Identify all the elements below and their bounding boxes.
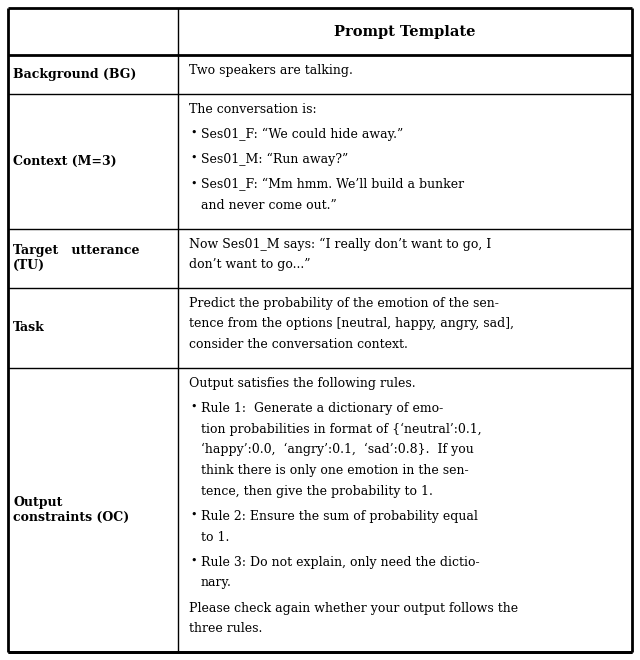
Text: The conversation is:: The conversation is: [189,103,317,115]
Text: Predict the probability of the emotion of the sen-: Predict the probability of the emotion o… [189,297,499,310]
Text: Ses01_F: “We could hide away.”: Ses01_F: “We could hide away.” [201,128,403,141]
Text: Output satisfies the following rules.: Output satisfies the following rules. [189,377,415,389]
Text: •: • [190,178,196,188]
Text: and never come out.”: and never come out.” [201,199,337,212]
Text: Rule 3: Do not explain, only need the dictio-: Rule 3: Do not explain, only need the di… [201,556,479,569]
Text: Prompt Template: Prompt Template [334,24,476,39]
Text: •: • [190,402,196,412]
Text: tion probabilities in format of {‘neutral’:0.1,: tion probabilities in format of {‘neutra… [201,422,482,436]
Text: •: • [190,510,196,520]
Text: ‘happy’:0.0,  ‘angry’:0.1,  ‘sad’:0.8}.  If you: ‘happy’:0.0, ‘angry’:0.1, ‘sad’:0.8}. If… [201,444,474,457]
Text: Two speakers are talking.: Two speakers are talking. [189,64,353,77]
Text: tence, then give the probability to 1.: tence, then give the probability to 1. [201,484,433,498]
Text: consider the conversation context.: consider the conversation context. [189,338,408,351]
Text: think there is only one emotion in the sen-: think there is only one emotion in the s… [201,464,468,477]
Text: •: • [190,128,196,138]
Text: don’t want to go...”: don’t want to go...” [189,258,310,271]
Text: Ses01_F: “Mm hmm. We’ll build a bunker: Ses01_F: “Mm hmm. We’ll build a bunker [201,178,464,191]
Text: nary.: nary. [201,576,232,589]
Text: Task: Task [13,321,45,334]
Text: Rule 1:  Generate a dictionary of emo-: Rule 1: Generate a dictionary of emo- [201,402,444,414]
Text: Background (BG): Background (BG) [13,68,136,81]
Text: Context (M=3): Context (M=3) [13,154,116,168]
Text: Please check again whether your output follows the: Please check again whether your output f… [189,602,518,614]
Text: tence from the options [neutral, happy, angry, sad],: tence from the options [neutral, happy, … [189,317,514,331]
Text: •: • [190,556,196,566]
Text: •: • [190,153,196,163]
Text: three rules.: three rules. [189,622,262,636]
Text: to 1.: to 1. [201,531,229,544]
Text: Rule 2: Ensure the sum of probability equal: Rule 2: Ensure the sum of probability eq… [201,510,478,523]
Text: Now Ses01_M says: “I really don’t want to go, I: Now Ses01_M says: “I really don’t want t… [189,238,492,251]
Text: Output
constraints (OC): Output constraints (OC) [13,496,129,524]
Text: Ses01_M: “Run away?”: Ses01_M: “Run away?” [201,153,348,166]
Text: Target   utterance
(TU): Target utterance (TU) [13,244,140,272]
